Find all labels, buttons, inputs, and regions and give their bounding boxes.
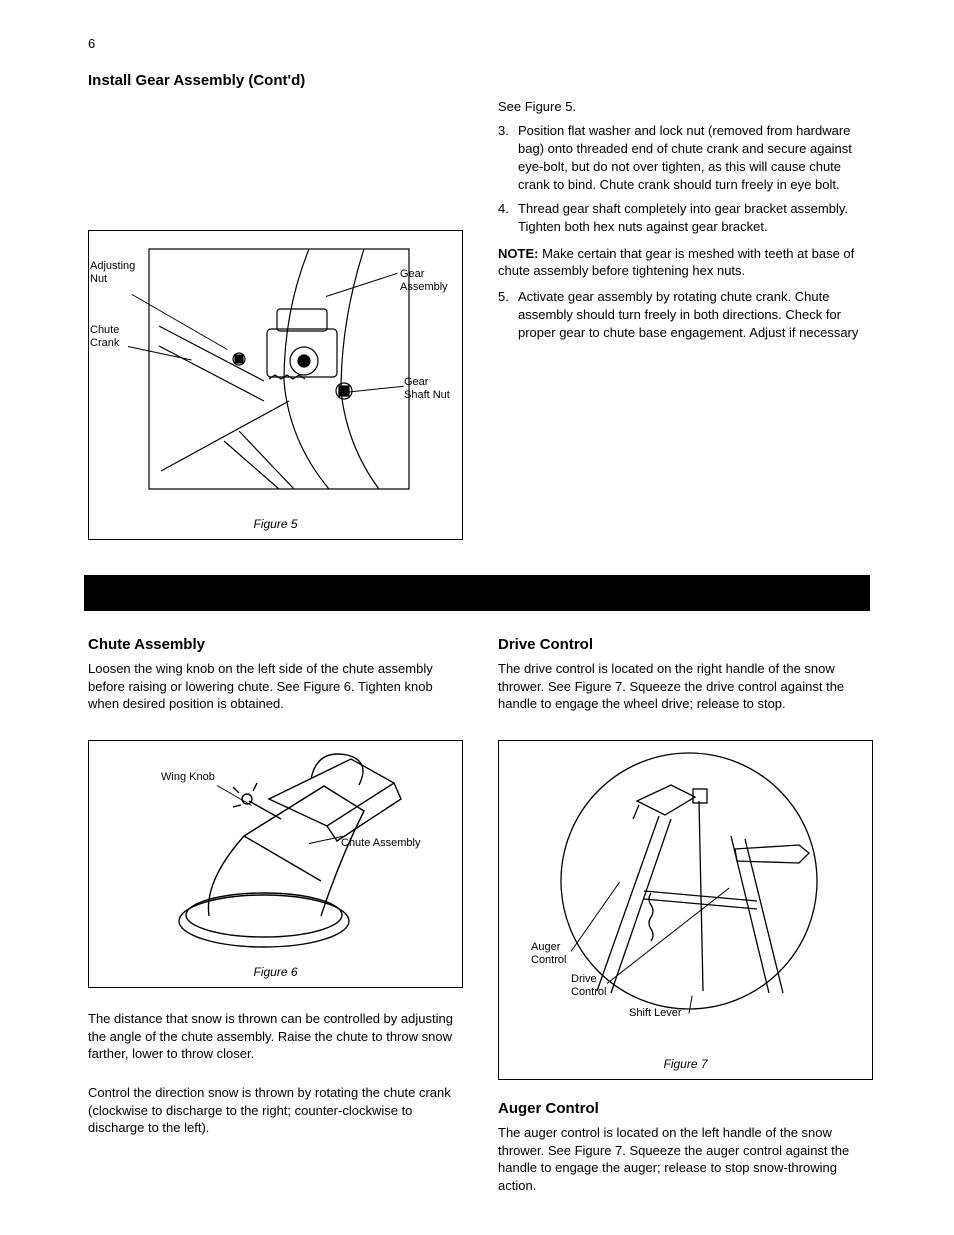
chute-text-3: Control the direction snow is thrown by …: [88, 1084, 463, 1137]
see-figure5: See Figure 5.: [498, 98, 868, 116]
operation-bar: [84, 575, 870, 611]
chute-section-title: Chute Assembly: [88, 636, 205, 653]
figure-6-svg: [89, 741, 464, 961]
note-label: NOTE:: [498, 246, 538, 261]
callout-drive-ctrl: Drive Control: [571, 973, 606, 998]
page-number: 6: [88, 36, 95, 51]
figure-5-caption: Figure 5: [89, 517, 462, 531]
chute-text-2: The distance that snow is thrown can be …: [88, 1010, 463, 1063]
step-5-text: Activate gear assembly by rotating chute…: [518, 288, 868, 343]
callout-chute-crank: Chute Crank: [90, 324, 119, 349]
drive-section-title: Drive Control: [498, 636, 593, 653]
callout-gear-assy: Gear Assembly: [400, 268, 448, 293]
gear-section-title: Install Gear Assembly (Cont'd): [88, 72, 305, 89]
figure-7-svg: [499, 741, 874, 1053]
figure-6-box: Figure 6 Wing Knob Chute Assembly: [88, 740, 463, 988]
drive-text: The drive control is located on the righ…: [498, 660, 868, 713]
figure-7-box: Figure 7 Auger Control Drive Control Shi…: [498, 740, 873, 1080]
auger-text: The auger control is located on the left…: [498, 1124, 868, 1194]
step-num-5: 5.: [498, 288, 518, 343]
step-list-2: 5.Activate gear assembly by rotating chu…: [498, 288, 868, 343]
top-right-column: See Figure 5. 3.Position flat washer and…: [498, 98, 868, 344]
page-root: 6 Install Gear Assembly (Cont'd) See Fig…: [0, 0, 954, 1235]
figure-7-caption: Figure 7: [499, 1057, 872, 1071]
note-text: Make certain that gear is meshed with te…: [498, 246, 854, 279]
auger-section-title: Auger Control: [498, 1100, 599, 1117]
callout-shaft-nut: Gear Shaft Nut: [404, 376, 450, 401]
step-4-text: Thread gear shaft completely into gear b…: [518, 200, 868, 236]
step-num-3: 3.: [498, 122, 518, 195]
figure-6-caption: Figure 6: [89, 965, 462, 979]
callout-auger-ctrl: Auger Control: [531, 941, 566, 966]
chute-text-1: Loosen the wing knob on the left side of…: [88, 660, 463, 713]
gear-note: NOTE: Make certain that gear is meshed w…: [498, 245, 868, 280]
callout-shift-lever: Shift Lever: [629, 1007, 682, 1020]
step-num-4: 4.: [498, 200, 518, 236]
step-3-text: Position flat washer and lock nut (remov…: [518, 122, 868, 195]
callout-wing-knob: Wing Knob: [161, 771, 215, 784]
callout-chute-assy: Chute Assembly: [341, 837, 420, 850]
callout-adj-nut: Adjusting Nut: [90, 260, 135, 285]
step-list: 3.Position flat washer and lock nut (rem…: [498, 122, 868, 237]
